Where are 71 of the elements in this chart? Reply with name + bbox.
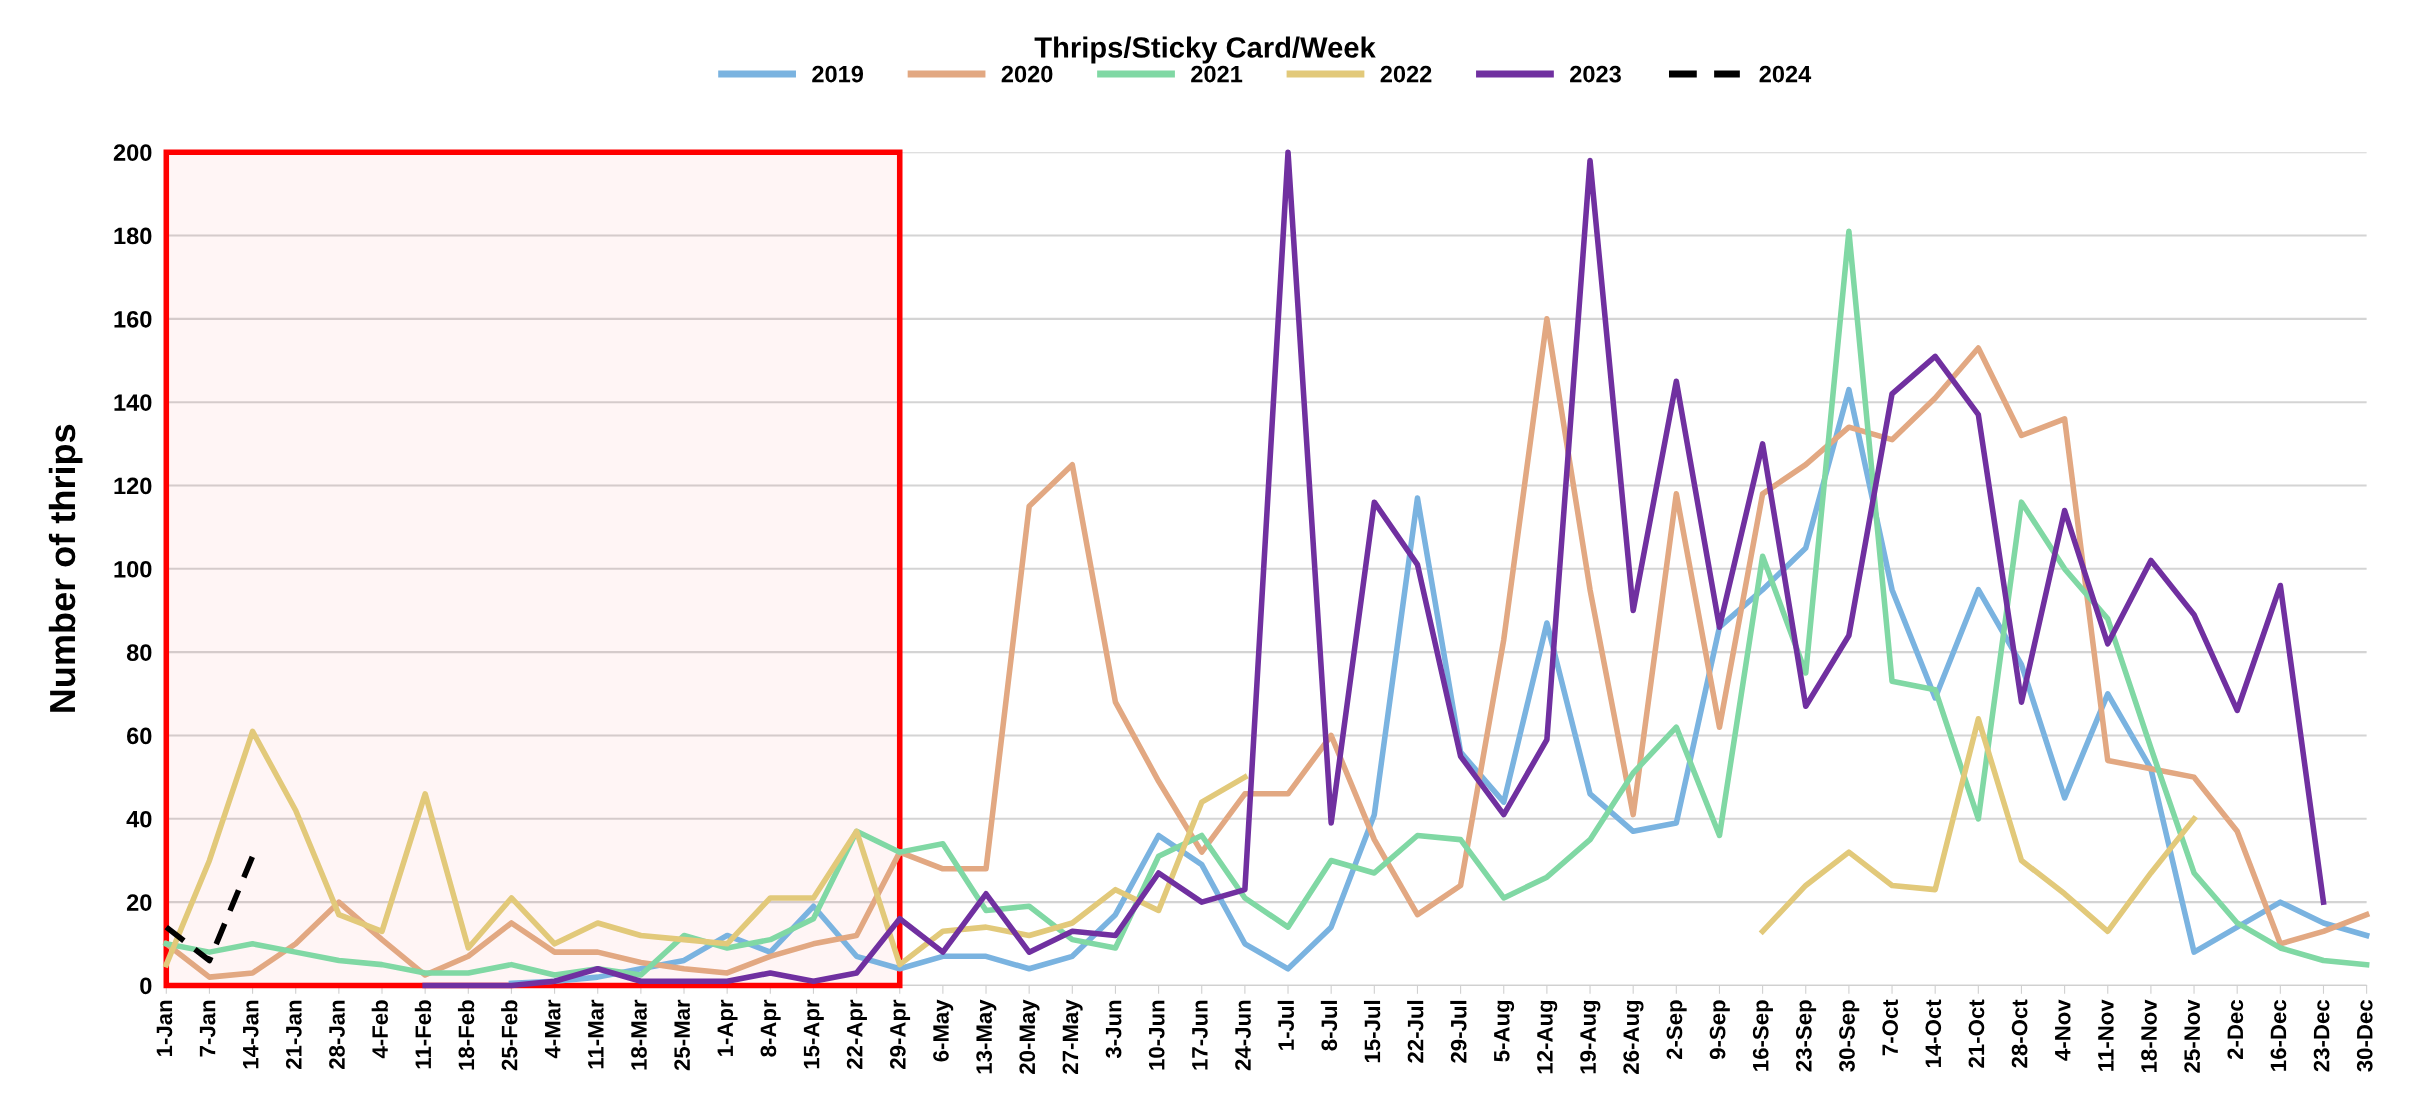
x-tick-label: 18-Mar	[631, 999, 647, 1070]
x-tick-label: 14-Jan	[243, 1000, 259, 1069]
x-tick-label: 7-Oct	[1882, 999, 1898, 1056]
x-tick-label: 5-Aug	[1494, 1000, 1515, 1062]
x-tick-label: 17-Jun	[1192, 1000, 1208, 1070]
y-tick-label: 20	[126, 894, 152, 911]
x-tick-label: 25-Mar	[674, 999, 690, 1071]
y-tick-label: 60	[127, 727, 152, 745]
chart-title: Thrips/Sticky Card/Week	[1034, 36, 1376, 64]
x-tick-label: 15-Apr	[803, 999, 824, 1069]
x-tick-label: 7-Jan	[199, 1000, 216, 1057]
x-tick-label: 2-Sep	[1666, 1000, 1687, 1060]
x-tick-label: 29-Jul	[1450, 1000, 1467, 1063]
x-tick-label: 8-Jul	[1320, 1000, 1338, 1051]
legend-label: 2021	[1191, 65, 1243, 83]
x-tick-label: 12-Aug	[1537, 1000, 1558, 1074]
x-tick-label: 25-Feb	[501, 1000, 518, 1071]
x-tick-label: 30-Dec	[2356, 999, 2373, 1072]
x-tick-label: 6-May	[933, 999, 954, 1062]
x-tick-label: 13-May	[976, 999, 997, 1074]
legend-label: 2019	[812, 65, 864, 83]
x-tick-label: 22-Jul	[1407, 1000, 1424, 1063]
x-tick-label: 18-Nov	[2141, 999, 2157, 1073]
x-tick-label: 16-Dec	[2270, 999, 2287, 1071]
y-tick-label: 80	[126, 644, 152, 661]
x-tick-label: 1-Apr	[717, 999, 738, 1056]
x-tick-label: 11-Nov	[2098, 999, 2114, 1071]
x-tick-label: 8-Apr	[760, 999, 781, 1057]
y-tick-label: 200	[113, 144, 152, 161]
x-tick-label: 14-Oct	[1925, 999, 1942, 1068]
x-tick-label: 2-Dec	[2227, 999, 2244, 1060]
x-tick-label: 23-Sep	[1795, 1000, 1817, 1072]
legend-label: 2022	[1380, 65, 1432, 83]
x-tick-label: 4-Mar	[545, 999, 561, 1059]
y-tick-label: 0	[140, 977, 152, 995]
x-tick-label: 11-Feb	[414, 1000, 432, 1069]
x-tick-label: 4-Feb	[371, 1000, 388, 1059]
x-tick-label: 1-Jul	[1277, 1000, 1294, 1050]
y-tick-label: 180	[114, 227, 152, 245]
y-tick-label: 100	[114, 560, 152, 578]
x-tick-label: 16-Sep	[1752, 1000, 1773, 1071]
x-tick-label: 25-Nov	[2184, 999, 2201, 1073]
y-tick-label: 140	[114, 394, 152, 411]
x-tick-label: 3-Jun	[1105, 1000, 1122, 1059]
x-tick-label: 20-May	[1019, 999, 1040, 1074]
x-tick-label: 24-Jun	[1235, 1000, 1251, 1071]
legend-label: 2023	[1570, 65, 1621, 83]
x-tick-label: 9-Sep	[1709, 1000, 1730, 1060]
x-tick-label: 18-Feb	[457, 1000, 475, 1070]
x-tick-label: 15-Jul	[1363, 1000, 1381, 1063]
x-tick-label: 19-Aug	[1580, 1000, 1601, 1074]
y-tick-label: 160	[114, 310, 152, 328]
x-tick-label: 4-Nov	[2055, 999, 2071, 1061]
x-tick-label: 21-Jan	[285, 1000, 302, 1069]
x-tick-label: 11-Mar	[588, 999, 604, 1069]
x-tick-label: 28-Oct	[2011, 999, 2028, 1068]
x-tick-label: 27-May	[1062, 999, 1083, 1074]
x-tick-label: 30-Sep	[1839, 1000, 1860, 1072]
x-tick-label: 22-Apr	[846, 999, 867, 1069]
legend-label: 2024	[1759, 65, 1812, 83]
x-tick-label: 28-Jan	[329, 1000, 345, 1069]
x-tick-label: 1-Jan	[156, 1000, 173, 1056]
legend-label: 2020	[1001, 65, 1053, 83]
x-tick-label: 23-Dec	[2313, 999, 2330, 1072]
y-tick-label: 40	[126, 810, 152, 828]
x-tick-label: 21-Oct	[1968, 999, 1985, 1068]
y-axis-title: Number of thrips	[48, 424, 83, 712]
x-tick-label: 26-Aug	[1623, 1000, 1644, 1074]
y-tick-label: 120	[114, 477, 152, 495]
x-tick-label: 29-Apr	[889, 999, 911, 1069]
x-tick-label: 10-Jun	[1148, 1000, 1165, 1070]
